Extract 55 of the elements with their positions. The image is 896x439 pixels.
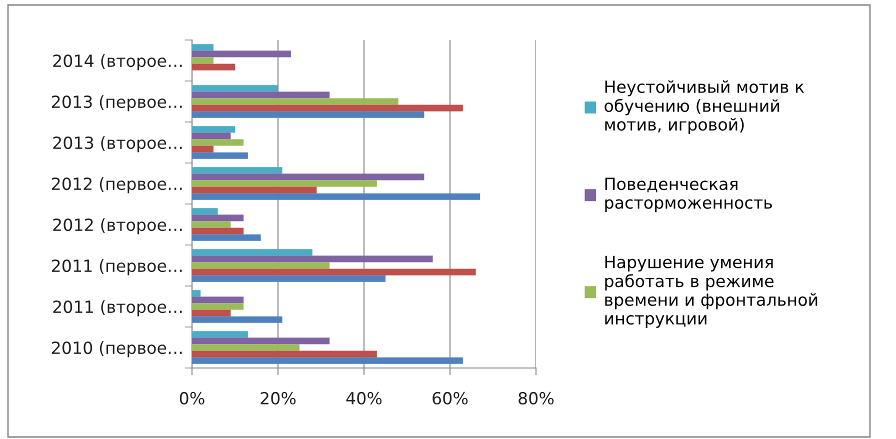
bar <box>192 262 330 269</box>
bar <box>192 104 463 112</box>
x-tick-label: 40% <box>346 392 382 405</box>
x-tick-label: 0% <box>180 392 204 405</box>
bar <box>192 296 244 304</box>
bar <box>192 331 248 338</box>
y-tick-label: 2013 (второе… <box>53 136 182 152</box>
bar <box>192 256 433 262</box>
bar <box>192 303 244 310</box>
bar <box>192 221 231 228</box>
bar <box>192 92 330 98</box>
y-tick-label: 2011 (второе… <box>53 300 182 316</box>
bar <box>192 316 282 323</box>
bar <box>192 98 398 105</box>
bar <box>192 50 291 58</box>
bar <box>192 186 317 194</box>
legend-label: Нарушение умения работать в режиме времени и фронтальной инструкции <box>605 256 818 328</box>
y-tick-label: 2012 (первое… <box>52 177 182 194</box>
bar <box>192 357 463 364</box>
legend-label: Неустойчивый мотив к обучению (внешний мотив, игровой) <box>604 80 804 134</box>
bar <box>192 268 476 276</box>
bar <box>192 57 214 64</box>
bar <box>192 132 231 140</box>
bar <box>192 290 201 297</box>
bar <box>192 234 261 241</box>
bar <box>192 275 386 282</box>
bar <box>192 214 244 222</box>
bar <box>192 85 278 92</box>
y-tick-label: 2014 (второе… <box>53 54 182 70</box>
bar <box>192 310 231 316</box>
bar <box>192 167 282 174</box>
bar <box>192 174 424 180</box>
y-tick-label: 2010 (первое… <box>52 341 182 358</box>
bar <box>192 193 480 200</box>
bar <box>192 126 235 133</box>
bar <box>192 152 248 159</box>
bar <box>192 146 214 152</box>
bar <box>192 208 218 215</box>
bar <box>192 44 214 51</box>
bar <box>192 139 244 146</box>
y-tick-label: 2012 (второе… <box>53 218 182 234</box>
y-tick-label: 2013 (первое… <box>52 95 182 112</box>
bar <box>192 249 312 256</box>
x-tick-label: 80% <box>518 392 554 405</box>
x-tick-label: 20% <box>260 392 296 405</box>
legend-label: Поведенческая расторможенность <box>605 178 772 212</box>
bar <box>192 64 235 70</box>
bar <box>192 228 244 234</box>
bar <box>192 180 377 187</box>
bar <box>192 338 330 344</box>
bar <box>192 350 377 358</box>
x-tick-label: 60% <box>432 392 468 405</box>
y-tick-label: 2011 (первое… <box>52 259 182 276</box>
bar <box>192 344 300 351</box>
bar <box>192 111 424 118</box>
